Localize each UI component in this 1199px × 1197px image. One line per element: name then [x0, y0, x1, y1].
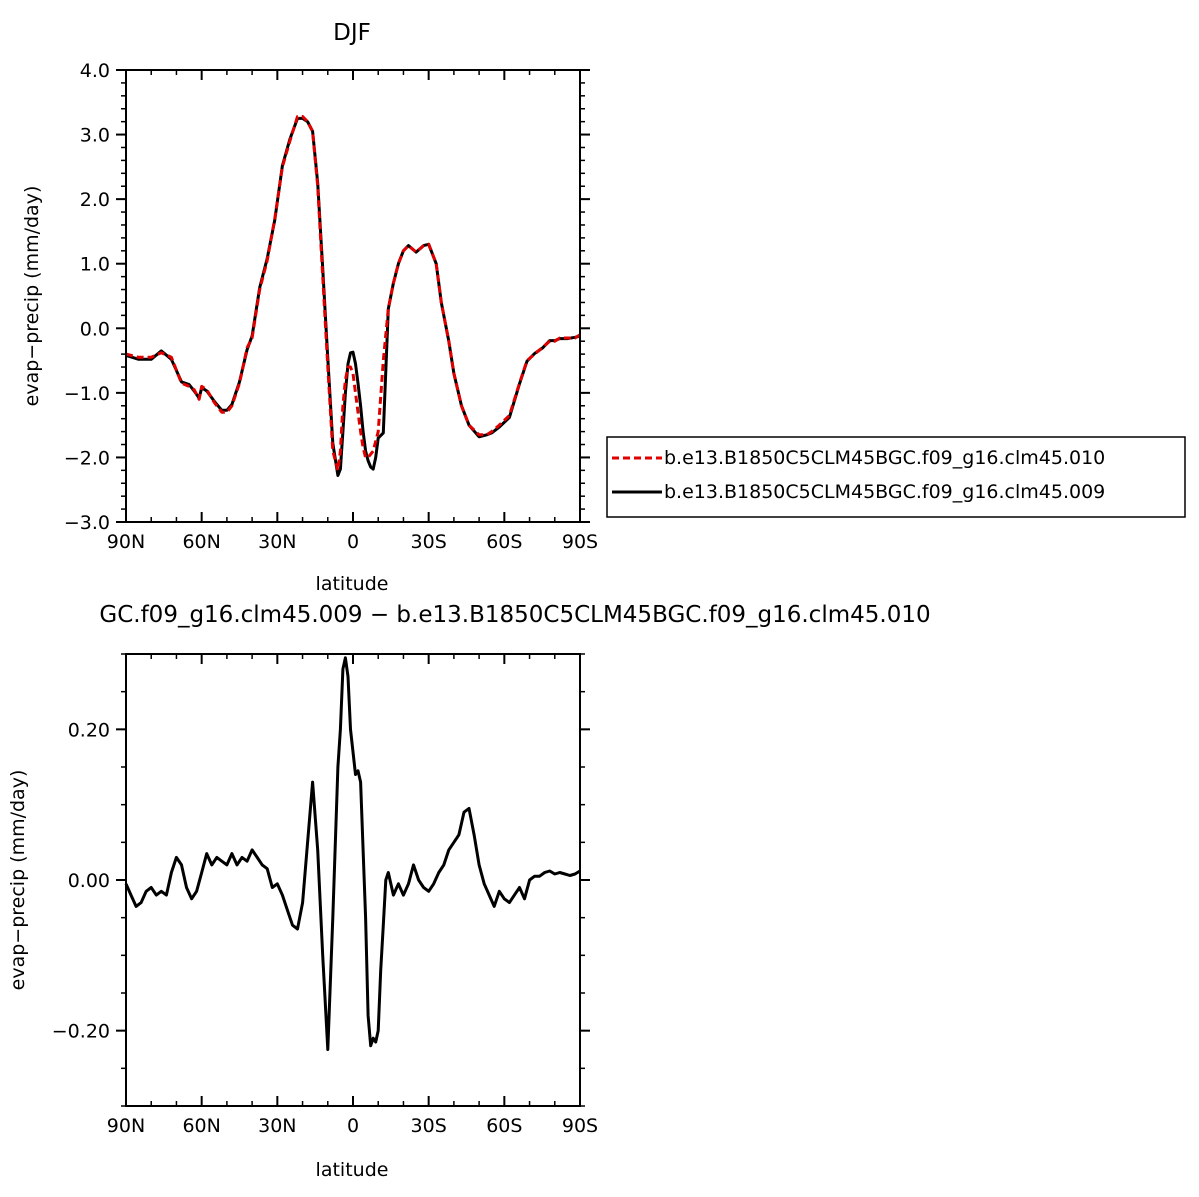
bottom-series-group — [124, 656, 581, 1051]
top-axes: 90N 60N 30N 0 30S 60S 90S 4.0 3.0 2.0 1.0 0.0 −1.0 −2… — [64, 60, 598, 553]
series-line-010 — [125, 115, 581, 472]
x-tick-label: 60S — [486, 531, 522, 553]
y-tick-label: 1.0 — [80, 254, 110, 276]
y-tick-label: 2.0 — [80, 189, 110, 211]
top-y-axis-label: evap−precip (mm/day) — [21, 186, 43, 407]
bottom-plot-frame — [125, 653, 581, 1107]
x-tick-label: 30S — [411, 531, 447, 553]
y-tick-label: −2.0 — [64, 447, 110, 469]
legend-frame — [606, 436, 1186, 518]
bottom-x-axis-label: latitude — [316, 1159, 389, 1181]
y-tick-label: 0.00 — [68, 870, 110, 892]
x-tick-label: 90S — [562, 1115, 598, 1137]
x-tick-label: 60S — [486, 1115, 522, 1137]
bottom-panel: GC.f09_g16.clm45.009 − b.e13.B1850C5CLM4… — [7, 602, 931, 1181]
y-tick-label: 0.20 — [68, 719, 110, 741]
x-tick-label: 30S — [411, 1115, 447, 1137]
x-tick-label: 90N — [107, 1115, 145, 1137]
x-tick-label: 90N — [107, 531, 145, 553]
y-tick-label: −0.20 — [52, 1021, 110, 1043]
series-line-diff-0 — [124, 656, 581, 1051]
x-tick-label: 0 — [347, 531, 359, 553]
legend: b.e13.B1850C5CLM45BGC.f09_g16.clm45.010 … — [606, 436, 1186, 518]
legend-label-009: b.e13.B1850C5CLM45BGC.f09_g16.clm45.009 — [664, 481, 1105, 503]
top-x-axis-label: latitude — [316, 573, 389, 595]
y-tick-label: 0.0 — [80, 318, 110, 340]
x-tick-label: 60N — [182, 1115, 220, 1137]
bottom-y-axis-label: evap−precip (mm/day) — [7, 770, 29, 991]
x-tick-label: 30N — [258, 1115, 296, 1137]
y-tick-label: −3.0 — [64, 512, 110, 534]
y-tick-label: 3.0 — [80, 125, 110, 147]
y-tick-label: −1.0 — [64, 383, 110, 405]
x-tick-label: 90S — [562, 531, 598, 553]
top-chart-title: DJF — [333, 20, 371, 46]
top-series-group — [125, 115, 581, 477]
top-plot-frame — [125, 69, 581, 523]
x-tick-label: 60N — [182, 531, 220, 553]
x-tick-label: 30N — [258, 531, 296, 553]
x-tick-label: 0 — [347, 1115, 359, 1137]
bottom-chart-title: GC.f09_g16.clm45.009 − b.e13.B1850C5CLM4… — [99, 602, 930, 628]
y-tick-label: 4.0 — [80, 60, 110, 82]
bottom-axes: 90N 60N 30N 0 30S 60S 90S 0.20 0.00 −0.20 — [52, 653, 598, 1137]
legend-label-010: b.e13.B1850C5CLM45BGC.f09_g16.clm45.010 — [664, 447, 1105, 469]
series-line-009 — [125, 116, 581, 477]
top-panel: DJF 90N 60N 30N 0 30S 60S 90S 4.0 3.0 2.0 1.0 0.0 −1… — [21, 20, 598, 595]
